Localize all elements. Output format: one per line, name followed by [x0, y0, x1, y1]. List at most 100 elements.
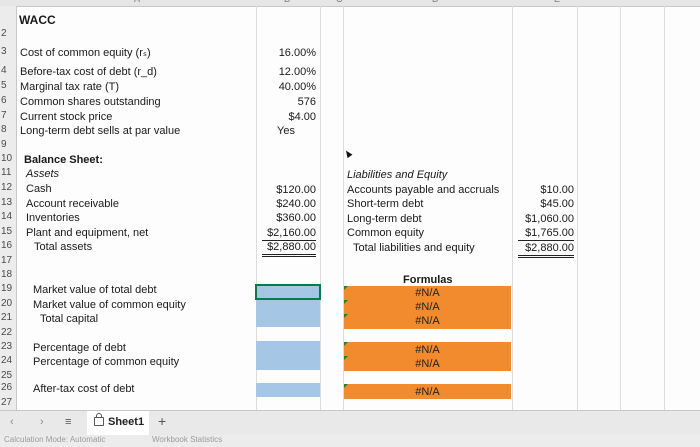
selected-cell[interactable] [255, 284, 321, 300]
liabilities-header: Liabilities and Equity [347, 169, 448, 181]
lock-icon [94, 413, 104, 426]
liability-value[interactable]: $10.00 [540, 184, 574, 196]
asset-value[interactable]: $240.00 [276, 198, 316, 210]
input-label: Long-term debt sells at par value [20, 125, 181, 137]
spreadsheet-grid[interactable]: A B C D E 234567891011121314151617181920… [0, 0, 700, 410]
formula-block-after-tax [344, 384, 511, 399]
column-c-header[interactable]: C [336, 0, 343, 4]
liability-value[interactable]: $1,765.00 [518, 226, 574, 241]
row-number[interactable]: 16 [1, 240, 13, 251]
input-cell-percentages[interactable] [256, 341, 320, 370]
input-value[interactable]: Yes [277, 125, 295, 137]
asset-value[interactable]: $2,880.00 [262, 240, 316, 257]
row-number[interactable]: 6 [1, 95, 7, 106]
formula-value[interactable]: #N/A [415, 358, 440, 370]
input-value[interactable]: 16.00% [278, 47, 316, 59]
row-number[interactable]: 5 [1, 80, 7, 91]
row-number[interactable]: 18 [1, 269, 13, 280]
asset-value[interactable]: $2,160.00 [262, 226, 316, 241]
row-number[interactable]: 24 [1, 355, 13, 366]
gridline [320, 6, 321, 410]
tab-sheet1-label: Sheet1 [108, 416, 145, 428]
asset-label: Total assets [34, 241, 93, 253]
row-number[interactable]: 15 [1, 226, 13, 237]
input-label: Before-tax cost of debt (r_d) [20, 66, 157, 78]
input-value[interactable]: 40.00% [278, 81, 316, 93]
row-number[interactable]: 7 [1, 110, 7, 121]
gridline [256, 6, 257, 410]
error-flag-icon [344, 342, 348, 346]
sheet-title: WACC [19, 13, 56, 27]
next-sheet-icon[interactable]: › [40, 416, 44, 428]
input-cell-after-tax[interactable] [256, 383, 320, 397]
tab-sheet1[interactable]: Sheet1 [87, 411, 149, 437]
row-number[interactable]: 2 [1, 28, 7, 39]
column-a-header[interactable]: A [134, 0, 140, 4]
formula-value[interactable]: #N/A [415, 386, 440, 398]
liability-value[interactable]: $45.00 [540, 198, 574, 210]
calc-label: Percentage of debt [33, 342, 126, 354]
asset-label: Account receivable [26, 198, 119, 210]
error-flag-icon [344, 286, 348, 290]
gridline [664, 6, 665, 410]
formula-value[interactable]: #N/A [415, 344, 440, 356]
liability-value[interactable]: $2,880.00 [518, 241, 574, 258]
calc-label: After-tax cost of debt [33, 383, 135, 395]
row-number[interactable]: 23 [1, 341, 13, 352]
asset-value[interactable]: $360.00 [276, 212, 316, 224]
row-number[interactable]: 9 [1, 139, 7, 150]
column-d-header[interactable]: D [432, 0, 439, 4]
calc-label: Percentage of common equity [33, 356, 180, 368]
input-cell-market-values[interactable] [256, 284, 320, 327]
workbook-statistics-status[interactable]: Workbook Statistics [152, 435, 223, 444]
row-number[interactable]: 27 [1, 397, 13, 408]
column-e-header[interactable]: E [554, 0, 560, 4]
row-number[interactable]: 10 [1, 153, 13, 164]
mouse-cursor-icon [343, 148, 353, 159]
row-number[interactable]: 3 [1, 46, 7, 57]
balance-sheet-title: Balance Sheet: [24, 154, 103, 166]
prev-sheet-icon[interactable]: ‹ [10, 416, 14, 428]
row-number[interactable]: 22 [1, 327, 13, 338]
liability-value[interactable]: $1,060.00 [525, 213, 574, 225]
formula-block-percentages [344, 342, 511, 371]
input-value[interactable]: 576 [297, 96, 316, 108]
formulas-header: Formulas [403, 274, 453, 286]
asset-label: Plant and equipment, net [26, 227, 149, 239]
calc-label: Total capital [40, 313, 99, 325]
formula-value[interactable]: #N/A [415, 315, 440, 327]
input-label: Marginal tax rate (T) [20, 81, 120, 93]
input-label: Common shares outstanding [20, 96, 161, 108]
liability-label: Common equity [347, 227, 425, 239]
row-number[interactable]: 17 [1, 255, 13, 266]
input-label: Current stock price [20, 111, 113, 123]
sheet-list-icon[interactable]: ≡ [65, 416, 72, 428]
error-flag-icon [344, 314, 348, 318]
row-number[interactable]: 11 [1, 167, 12, 178]
formula-value[interactable]: #N/A [415, 301, 440, 313]
row-number[interactable]: 8 [1, 124, 7, 135]
gridline [512, 6, 513, 410]
asset-label: Inventories [26, 212, 80, 224]
row-number[interactable]: 14 [1, 211, 13, 222]
gridline [343, 6, 344, 410]
add-sheet-button[interactable]: + [158, 413, 167, 429]
formula-block-market-values [344, 286, 511, 329]
liability-label: Total liabilities and equity [353, 242, 475, 254]
column-b-header[interactable]: B [284, 0, 290, 4]
liability-label: Short-term debt [347, 198, 424, 210]
calculation-mode-status[interactable]: Calculation Mode: Automatic [4, 435, 106, 444]
row-number[interactable]: 20 [1, 298, 13, 309]
row-number[interactable]: 26 [1, 382, 13, 393]
row-number[interactable]: 12 [1, 182, 13, 193]
input-value[interactable]: 12.00% [278, 66, 316, 78]
row-number[interactable]: 21 [1, 312, 13, 323]
error-flag-icon [344, 384, 348, 388]
row-number[interactable]: 25 [1, 370, 13, 381]
formula-value[interactable]: #N/A [415, 287, 440, 299]
input-value[interactable]: $4.00 [288, 111, 316, 123]
row-number[interactable]: 4 [1, 65, 7, 76]
row-number[interactable]: 13 [1, 197, 13, 208]
asset-value[interactable]: $120.00 [276, 184, 316, 196]
row-number[interactable]: 19 [1, 283, 13, 294]
